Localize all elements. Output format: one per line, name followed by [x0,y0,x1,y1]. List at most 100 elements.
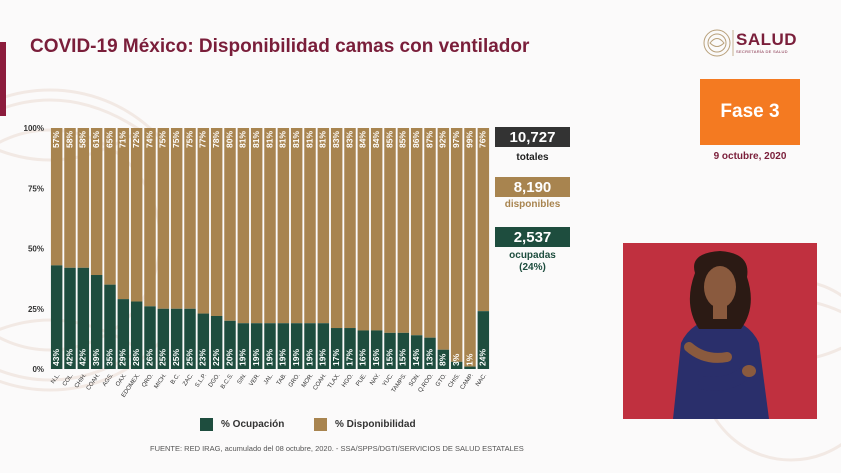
bar-available [170,128,183,309]
bar-occupied [264,323,276,369]
data-label-available: 86% [411,131,421,148]
data-label-occupied: 25% [171,349,181,366]
available-value: 8,190 [513,178,552,196]
bar-occupied [384,332,396,369]
data-label-occupied: 26% [144,349,154,366]
x-tick-label: NAC. [475,372,488,387]
x-tick-label: VER. [249,372,262,387]
data-label-available: 76% [478,131,488,148]
bar-available [104,128,116,285]
data-label-available: 83% [344,131,354,148]
data-label-available: 81% [251,131,261,148]
occupied-value: 2,537 [513,228,552,246]
data-label-available: 71% [118,131,128,148]
bar-available [144,128,156,307]
bar-occupied [304,323,316,369]
x-tick-label: COAH. [312,372,328,391]
data-label-occupied: 19% [278,349,288,366]
bar-occupied [50,265,63,369]
bar-occupied [90,275,103,369]
bar-available [264,128,276,324]
data-label-occupied: 16% [358,349,368,366]
y-tick-label: 100% [24,124,44,133]
data-label-available: 99% [464,131,474,148]
data-label-available: 74% [144,131,154,148]
report-date: 9 octubre, 2020 [713,151,787,162]
source-note: FUENTE: RED IRAG, acumulado del 08 octub… [150,444,524,453]
legend-swatch-available [314,418,327,431]
data-label-occupied: 19% [238,349,248,366]
total-value-box: 10,727 [495,127,570,147]
bar-occupied [317,323,330,369]
bar-occupied [370,330,383,369]
data-label-available: 81% [318,131,328,148]
data-label-occupied: 17% [344,349,354,366]
data-label-available: 85% [398,131,408,148]
bar-occupied [357,330,370,369]
bar-available [130,128,143,302]
bar-available [317,128,330,324]
data-label-occupied: 1% [464,353,474,366]
bar-available [410,128,423,336]
x-tick-label: TLAX. [327,372,342,389]
data-label-available: 83% [331,131,341,148]
bar-available [50,128,63,266]
occupied-value-box: 2,537 [495,227,570,247]
data-label-available: 84% [371,131,381,148]
data-label-available: 97% [451,131,461,148]
bar-occupied [437,349,450,369]
legend-available: % Disponibilidad [314,418,416,431]
x-tick-label: CAMP. [460,372,476,391]
bar-occupied [397,332,410,369]
bar-occupied [224,320,236,369]
bar-occupied [237,323,250,369]
data-label-available: 75% [184,131,194,148]
bar-available [437,128,450,350]
x-tick-label: HGO. [341,372,355,388]
logo-name: SALUD [736,30,798,49]
bar-available [277,128,290,324]
bar-available [290,128,303,324]
data-label-occupied: 29% [118,349,128,366]
data-label-available: 81% [264,131,274,148]
salud-logo [703,29,734,57]
bar-occupied [77,267,90,369]
bar-available [370,128,383,331]
y-tick-label: 50% [28,245,44,254]
sign-language-interpreter-video [623,243,817,419]
x-tick-label: OAX. [115,372,128,387]
bar-occupied [210,315,223,369]
data-label-occupied: 13% [424,349,434,366]
bar-available [197,128,210,314]
data-label-occupied: 25% [158,349,168,366]
data-label-occupied: 19% [264,349,274,366]
bar-available [224,128,236,321]
data-label-occupied: 15% [384,349,394,366]
bar-occupied [104,284,116,369]
data-label-occupied: 20% [224,349,234,366]
x-tick-label: SIN. [237,372,249,385]
bar-available [384,128,396,333]
x-tick-label: S.L.P. [194,372,208,388]
data-label-available: 87% [424,131,434,148]
bar-occupied [277,323,290,369]
bar-occupied [410,335,423,369]
bar-occupied [330,328,343,369]
data-label-occupied: 14% [411,349,421,366]
x-tick-label: B.C.S. [220,372,235,390]
y-tick-label: 75% [28,184,44,193]
phase-label: Fase 3 [720,101,780,122]
bar-available [450,128,463,362]
bar-occupied [450,361,463,369]
x-tick-label: N.L. [50,372,61,385]
data-label-available: 81% [304,131,314,148]
data-label-occupied: 42% [64,349,74,366]
legend-label-available: % Disponibilidad [335,419,416,430]
data-label-available: 84% [358,131,368,148]
data-label-occupied: 17% [331,349,341,366]
data-label-occupied: 19% [318,349,328,366]
data-label-available: 75% [158,131,168,148]
data-label-occupied: 23% [198,349,208,366]
